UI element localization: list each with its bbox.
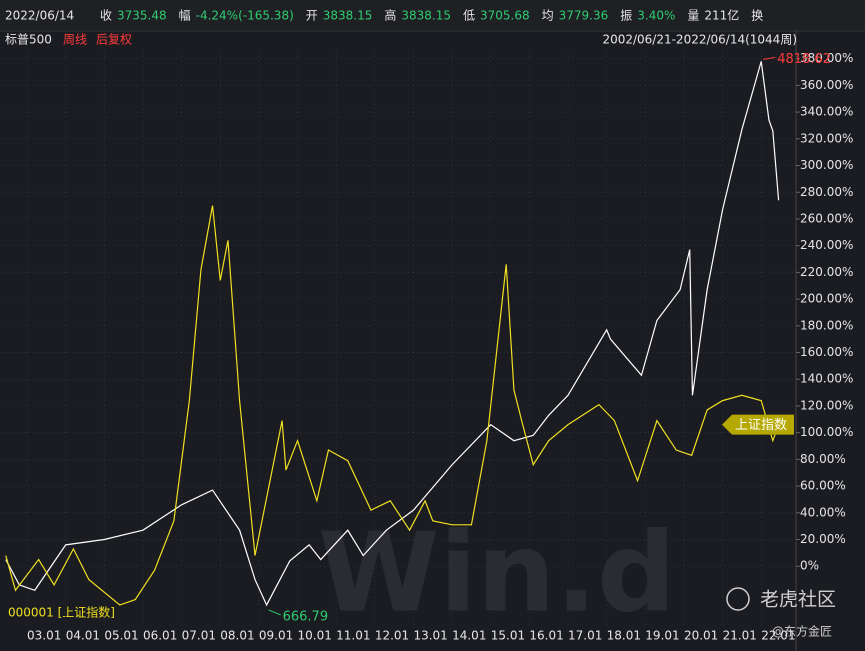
top-bar [0, 0, 865, 31]
annotation-arrow [763, 56, 776, 60]
y-tick-label: 80.00% [800, 452, 846, 466]
field-value: 3838.15 [401, 9, 451, 23]
annotation: 4818.62 [777, 52, 831, 67]
x-tick-label: 05.01 [104, 629, 138, 643]
y-tick-label: 200.00% [800, 292, 853, 306]
x-tick-label: 07.01 [182, 629, 216, 643]
x-tick-label: 12.01 [375, 629, 409, 643]
x-tick-label: 04.01 [66, 629, 100, 643]
range: 2002/06/21-2022/06/14(1044周) [602, 33, 797, 47]
x-tick-label: 19.01 [645, 629, 679, 643]
x-tick-label: 16.01 [529, 629, 563, 643]
y-tick-label: 280.00% [800, 185, 853, 199]
x-tick-label: 21.01 [723, 629, 757, 643]
y-tick-label: 260.00% [800, 211, 853, 225]
field-label: 换 [751, 9, 763, 23]
x-tick-label: 17.01 [568, 629, 602, 643]
y-tick-label: 240.00% [800, 238, 853, 252]
y-tick-label: 60.00% [800, 479, 846, 493]
y-tick-label: 140.00% [800, 372, 853, 386]
y-tick-label: 20.00% [800, 532, 846, 546]
field-label: 收 [100, 9, 112, 23]
x-tick-label: 14.01 [452, 629, 486, 643]
x-tick-label: 20.01 [684, 629, 718, 643]
date: 2022/06/14 [5, 9, 74, 23]
watermark: Win.d [318, 508, 676, 636]
y-tick-label: 340.00% [800, 105, 853, 119]
x-tick-label: 09.01 [259, 629, 293, 643]
x-tick-label: 08.01 [220, 629, 254, 643]
x-tick-label: 06.01 [143, 629, 177, 643]
field-label: 低 [463, 9, 475, 23]
period: 周线 [63, 33, 87, 47]
brand: 老虎社区 [760, 589, 836, 611]
y-tick-label: 100.00% [800, 425, 853, 439]
series-name: 标普500 [5, 33, 52, 47]
y-tick-label: 160.00% [800, 345, 853, 359]
series-line [5, 205, 780, 606]
y-tick-label: 120.00% [800, 398, 853, 412]
series-tag [722, 414, 794, 435]
field-value: -4.24%(-165.38) [196, 9, 294, 23]
legend-label: 000001 [上证指数] [8, 605, 115, 620]
field-label: 量 [687, 9, 699, 23]
field-label: 振 [620, 9, 632, 23]
field-value: 3.40% [637, 9, 675, 23]
x-tick-label: 03.01 [27, 629, 61, 643]
series-line [5, 61, 780, 607]
y-tick-label: 360.00% [800, 78, 853, 92]
brand-author: @东方金匠 [772, 624, 832, 639]
field-label: 高 [384, 8, 396, 23]
field-value: 3838.15 [323, 9, 373, 23]
adjust: 后复权 [96, 33, 132, 47]
annotation-arrow [268, 609, 281, 616]
field-label: 均 [542, 9, 554, 23]
field-value: 211亿 [704, 8, 739, 23]
x-tick-label: 10.01 [298, 629, 332, 643]
x-tick-label: 13.01 [413, 629, 447, 643]
field-value: 3779.36 [559, 9, 609, 23]
y-tick-label: 0% [800, 559, 819, 573]
field-value: 3705.68 [480, 9, 530, 23]
brand-icon [726, 587, 750, 611]
x-tick-label: 22.01 [761, 629, 795, 643]
y-tick-label: 180.00% [800, 318, 853, 332]
y-tick-label: 320.00% [800, 131, 853, 145]
x-tick-label: 15.01 [491, 629, 525, 643]
field-label: 幅 [179, 8, 191, 23]
series-tag-label: 上证指数 [735, 418, 787, 433]
y-tick-label: 300.00% [800, 158, 853, 172]
y-tick-label: 40.00% [800, 505, 846, 519]
x-tick-label: 18.01 [607, 629, 641, 643]
field-label: 开 [306, 9, 318, 23]
annotation: 666.79 [283, 609, 329, 624]
x-tick-label: 11.01 [336, 629, 370, 643]
y-tick-label: 380.00% [800, 51, 853, 65]
y-tick-label: 220.00% [800, 265, 853, 279]
field-value: 3735.48 [117, 9, 167, 23]
